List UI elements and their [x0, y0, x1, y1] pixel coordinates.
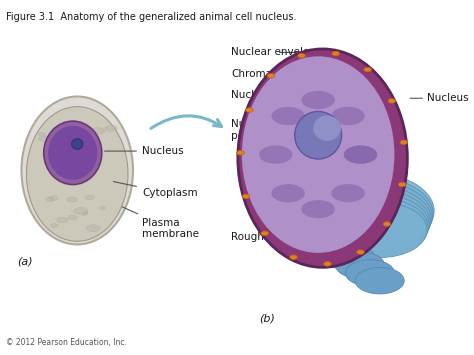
Ellipse shape — [355, 268, 404, 294]
Ellipse shape — [86, 225, 100, 231]
Ellipse shape — [336, 252, 384, 278]
Ellipse shape — [72, 139, 83, 149]
Ellipse shape — [326, 244, 375, 271]
Ellipse shape — [38, 136, 49, 141]
Text: Nucleus: Nucleus — [428, 93, 469, 103]
Ellipse shape — [246, 108, 253, 113]
Ellipse shape — [50, 224, 58, 228]
Ellipse shape — [267, 73, 275, 78]
Text: Nucleus: Nucleus — [105, 146, 183, 156]
Ellipse shape — [324, 193, 429, 255]
Ellipse shape — [21, 97, 133, 245]
Text: Figure 3.1  Anatomy of the generalized animal cell nucleus.: Figure 3.1 Anatomy of the generalized an… — [6, 12, 296, 22]
Ellipse shape — [383, 222, 391, 226]
Ellipse shape — [364, 67, 372, 72]
Ellipse shape — [44, 121, 102, 185]
Ellipse shape — [71, 146, 77, 149]
Ellipse shape — [48, 196, 58, 201]
Ellipse shape — [272, 107, 305, 125]
Ellipse shape — [57, 217, 68, 223]
Ellipse shape — [76, 166, 81, 169]
Ellipse shape — [400, 140, 408, 144]
Ellipse shape — [48, 126, 98, 180]
Ellipse shape — [319, 189, 430, 254]
Ellipse shape — [68, 215, 77, 220]
Ellipse shape — [313, 115, 341, 141]
Ellipse shape — [399, 182, 406, 187]
Ellipse shape — [272, 184, 305, 202]
Ellipse shape — [237, 151, 244, 155]
Ellipse shape — [82, 212, 88, 215]
Ellipse shape — [357, 250, 365, 255]
Ellipse shape — [310, 181, 432, 252]
Text: Nucleolus: Nucleolus — [231, 90, 295, 100]
Text: Chromatin: Chromatin — [231, 69, 304, 78]
Ellipse shape — [261, 231, 268, 236]
Ellipse shape — [83, 211, 88, 213]
Text: (a): (a) — [17, 257, 33, 267]
Text: Nuclear
pores: Nuclear pores — [231, 119, 272, 141]
Ellipse shape — [290, 255, 297, 260]
Ellipse shape — [334, 202, 427, 257]
Ellipse shape — [346, 260, 394, 286]
Text: Plasma
membrane: Plasma membrane — [122, 207, 199, 239]
Ellipse shape — [331, 107, 365, 125]
Text: Rough ER: Rough ER — [231, 233, 327, 242]
Ellipse shape — [344, 146, 377, 164]
Text: (b): (b) — [259, 313, 275, 323]
Ellipse shape — [238, 49, 407, 267]
Ellipse shape — [301, 172, 434, 250]
Ellipse shape — [331, 184, 365, 202]
Ellipse shape — [259, 146, 292, 164]
Ellipse shape — [91, 128, 105, 134]
Ellipse shape — [301, 200, 335, 218]
Ellipse shape — [332, 51, 339, 56]
Ellipse shape — [242, 194, 250, 199]
Ellipse shape — [242, 56, 394, 253]
Text: © 2012 Pearson Education, Inc.: © 2012 Pearson Education, Inc. — [6, 338, 127, 347]
Ellipse shape — [344, 146, 377, 164]
Ellipse shape — [315, 185, 431, 253]
Ellipse shape — [67, 197, 77, 202]
Ellipse shape — [46, 197, 54, 201]
Ellipse shape — [62, 127, 73, 133]
Ellipse shape — [316, 236, 365, 263]
Text: Cytoplasm: Cytoplasm — [113, 182, 198, 198]
Text: Nuclear envelope: Nuclear envelope — [231, 48, 322, 58]
Ellipse shape — [82, 132, 87, 134]
Ellipse shape — [295, 111, 342, 159]
Ellipse shape — [85, 195, 94, 200]
Ellipse shape — [329, 198, 428, 256]
Ellipse shape — [38, 132, 46, 136]
Ellipse shape — [105, 125, 118, 131]
FancyArrowPatch shape — [151, 116, 221, 129]
Ellipse shape — [298, 54, 305, 58]
Ellipse shape — [27, 106, 128, 241]
Ellipse shape — [324, 262, 331, 266]
Ellipse shape — [100, 206, 106, 209]
Ellipse shape — [305, 176, 433, 251]
Ellipse shape — [301, 91, 335, 109]
Ellipse shape — [388, 99, 396, 103]
Ellipse shape — [74, 207, 88, 214]
